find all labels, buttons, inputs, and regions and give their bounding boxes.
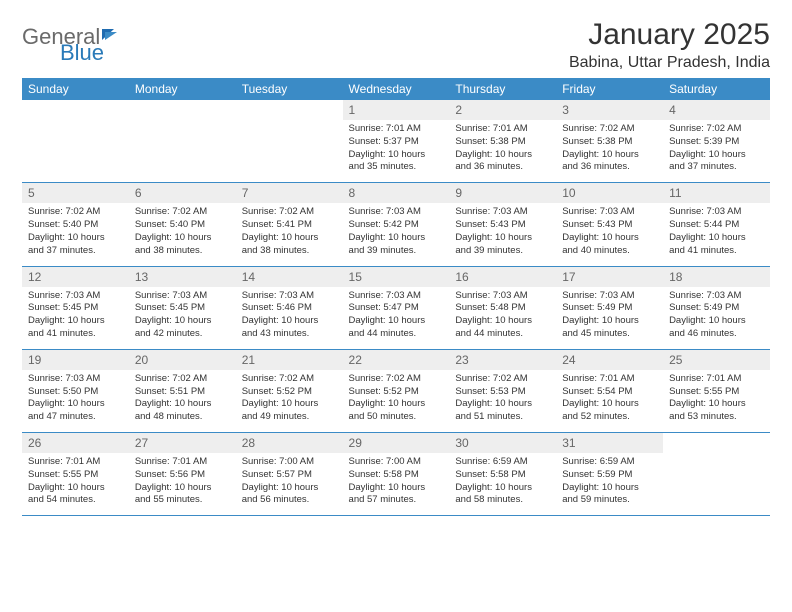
day-number-cell [663,433,770,454]
day-detail-cell: Sunrise: 7:01 AMSunset: 5:54 PMDaylight:… [556,370,663,433]
month-title: January 2025 [569,18,770,52]
day-detail-cell: Sunrise: 7:03 AMSunset: 5:45 PMDaylight:… [22,287,129,350]
day-detail-cell: Sunrise: 7:03 AMSunset: 5:49 PMDaylight:… [556,287,663,350]
day-number-cell: 26 [22,433,129,454]
day-number-cell: 27 [129,433,236,454]
day-number-cell: 19 [22,349,129,370]
day-detail-cell: Sunrise: 7:03 AMSunset: 5:47 PMDaylight:… [343,287,450,350]
day-detail-cell [236,120,343,183]
day-number-cell: 1 [343,100,450,120]
day-detail-row: Sunrise: 7:03 AMSunset: 5:45 PMDaylight:… [22,287,770,350]
day-detail-cell: Sunrise: 7:03 AMSunset: 5:48 PMDaylight:… [449,287,556,350]
day-detail-cell: Sunrise: 7:00 AMSunset: 5:57 PMDaylight:… [236,453,343,516]
day-detail-cell: Sunrise: 7:03 AMSunset: 5:50 PMDaylight:… [22,370,129,433]
title-block: January 2025 Babina, Uttar Pradesh, Indi… [569,18,770,72]
day-number-cell [236,100,343,120]
day-number-cell: 4 [663,100,770,120]
day-detail-cell: Sunrise: 7:02 AMSunset: 5:53 PMDaylight:… [449,370,556,433]
day-detail-cell: Sunrise: 7:02 AMSunset: 5:39 PMDaylight:… [663,120,770,183]
day-number-cell: 23 [449,349,556,370]
day-detail-cell: Sunrise: 7:02 AMSunset: 5:40 PMDaylight:… [22,203,129,266]
logo-text-blue: Blue [60,42,122,64]
day-number-cell: 12 [22,266,129,287]
day-detail-cell: Sunrise: 6:59 AMSunset: 5:59 PMDaylight:… [556,453,663,516]
day-detail-cell: Sunrise: 7:01 AMSunset: 5:55 PMDaylight:… [663,370,770,433]
day-number-cell: 20 [129,349,236,370]
day-detail-cell: Sunrise: 7:01 AMSunset: 5:56 PMDaylight:… [129,453,236,516]
day-detail-cell: Sunrise: 7:02 AMSunset: 5:52 PMDaylight:… [343,370,450,433]
day-number-cell: 10 [556,183,663,204]
day-detail-cell: Sunrise: 7:03 AMSunset: 5:45 PMDaylight:… [129,287,236,350]
day-detail-cell: Sunrise: 7:02 AMSunset: 5:41 PMDaylight:… [236,203,343,266]
day-header: Monday [129,78,236,100]
day-header: Friday [556,78,663,100]
day-detail-cell: Sunrise: 7:02 AMSunset: 5:38 PMDaylight:… [556,120,663,183]
day-number-row: 262728293031 [22,433,770,454]
day-detail-cell: Sunrise: 7:01 AMSunset: 5:38 PMDaylight:… [449,120,556,183]
day-number-cell: 9 [449,183,556,204]
day-number-cell: 11 [663,183,770,204]
day-number-cell: 25 [663,349,770,370]
day-number-cell: 28 [236,433,343,454]
calendar-table: Sunday Monday Tuesday Wednesday Thursday… [22,78,770,516]
day-header: Thursday [449,78,556,100]
day-number-cell [22,100,129,120]
day-number-cell: 14 [236,266,343,287]
day-number-cell: 18 [663,266,770,287]
day-number-cell: 2 [449,100,556,120]
day-number-cell [129,100,236,120]
day-detail-row: Sunrise: 7:02 AMSunset: 5:40 PMDaylight:… [22,203,770,266]
day-number-row: 19202122232425 [22,349,770,370]
day-header: Wednesday [343,78,450,100]
location: Babina, Uttar Pradesh, India [569,54,770,72]
logo: GeneralBlue [22,26,122,64]
day-number-cell: 30 [449,433,556,454]
day-detail-cell: Sunrise: 7:01 AMSunset: 5:55 PMDaylight:… [22,453,129,516]
day-detail-cell: Sunrise: 7:01 AMSunset: 5:37 PMDaylight:… [343,120,450,183]
day-number-cell: 29 [343,433,450,454]
day-number-cell: 15 [343,266,450,287]
day-detail-cell: Sunrise: 7:03 AMSunset: 5:46 PMDaylight:… [236,287,343,350]
day-number-cell: 17 [556,266,663,287]
day-detail-cell: Sunrise: 7:02 AMSunset: 5:51 PMDaylight:… [129,370,236,433]
day-detail-cell: Sunrise: 7:02 AMSunset: 5:40 PMDaylight:… [129,203,236,266]
day-detail-cell: Sunrise: 7:03 AMSunset: 5:49 PMDaylight:… [663,287,770,350]
day-number-cell: 8 [343,183,450,204]
day-header: Tuesday [236,78,343,100]
day-number-cell: 16 [449,266,556,287]
day-number-row: 567891011 [22,183,770,204]
day-detail-row: Sunrise: 7:03 AMSunset: 5:50 PMDaylight:… [22,370,770,433]
day-number-cell: 7 [236,183,343,204]
day-header: Saturday [663,78,770,100]
day-detail-cell [663,453,770,516]
day-detail-cell: Sunrise: 6:59 AMSunset: 5:58 PMDaylight:… [449,453,556,516]
day-number-cell: 6 [129,183,236,204]
day-detail-cell [22,120,129,183]
day-number-cell: 22 [343,349,450,370]
day-number-cell: 21 [236,349,343,370]
day-detail-cell: Sunrise: 7:03 AMSunset: 5:43 PMDaylight:… [449,203,556,266]
day-number-cell: 13 [129,266,236,287]
day-detail-cell [129,120,236,183]
day-number-cell: 3 [556,100,663,120]
day-detail-row: Sunrise: 7:01 AMSunset: 5:55 PMDaylight:… [22,453,770,516]
day-number-row: 1234 [22,100,770,120]
day-number-row: 12131415161718 [22,266,770,287]
day-number-cell: 24 [556,349,663,370]
day-detail-cell: Sunrise: 7:03 AMSunset: 5:42 PMDaylight:… [343,203,450,266]
day-detail-cell: Sunrise: 7:00 AMSunset: 5:58 PMDaylight:… [343,453,450,516]
day-detail-cell: Sunrise: 7:03 AMSunset: 5:43 PMDaylight:… [556,203,663,266]
day-number-cell: 5 [22,183,129,204]
day-number-cell: 31 [556,433,663,454]
day-header-row: Sunday Monday Tuesday Wednesday Thursday… [22,78,770,100]
day-detail-row: Sunrise: 7:01 AMSunset: 5:37 PMDaylight:… [22,120,770,183]
header: GeneralBlue January 2025 Babina, Uttar P… [22,18,770,72]
day-header: Sunday [22,78,129,100]
day-detail-cell: Sunrise: 7:03 AMSunset: 5:44 PMDaylight:… [663,203,770,266]
day-detail-cell: Sunrise: 7:02 AMSunset: 5:52 PMDaylight:… [236,370,343,433]
